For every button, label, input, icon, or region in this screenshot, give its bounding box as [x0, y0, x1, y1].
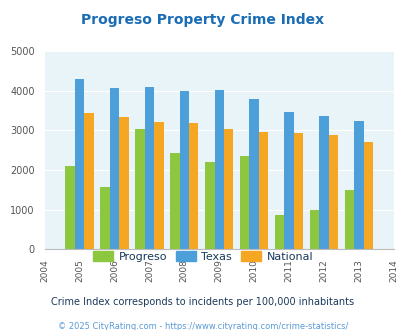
Bar: [344, 190, 353, 249]
Bar: [189, 123, 198, 249]
Legend: Progreso, Texas, National: Progreso, Texas, National: [88, 247, 317, 267]
Bar: [144, 87, 154, 249]
Bar: [84, 113, 94, 249]
Text: Progreso Property Crime Index: Progreso Property Crime Index: [81, 13, 324, 27]
Bar: [363, 142, 372, 249]
Bar: [328, 136, 337, 249]
Bar: [109, 87, 119, 249]
Bar: [224, 129, 233, 249]
Bar: [119, 117, 128, 249]
Text: © 2025 CityRating.com - https://www.cityrating.com/crime-statistics/: © 2025 CityRating.com - https://www.city…: [58, 322, 347, 330]
Bar: [309, 210, 318, 249]
Bar: [353, 121, 363, 249]
Bar: [284, 112, 293, 249]
Bar: [274, 215, 283, 249]
Text: Crime Index corresponds to incidents per 100,000 inhabitants: Crime Index corresponds to incidents per…: [51, 297, 354, 307]
Bar: [154, 122, 163, 249]
Bar: [249, 99, 258, 249]
Bar: [293, 133, 303, 249]
Bar: [179, 91, 189, 249]
Bar: [239, 156, 249, 249]
Bar: [75, 79, 84, 249]
Bar: [258, 132, 268, 249]
Bar: [205, 162, 214, 249]
Bar: [65, 166, 75, 249]
Bar: [100, 186, 109, 249]
Bar: [170, 153, 179, 249]
Bar: [318, 116, 328, 249]
Bar: [135, 129, 144, 249]
Bar: [214, 90, 224, 249]
